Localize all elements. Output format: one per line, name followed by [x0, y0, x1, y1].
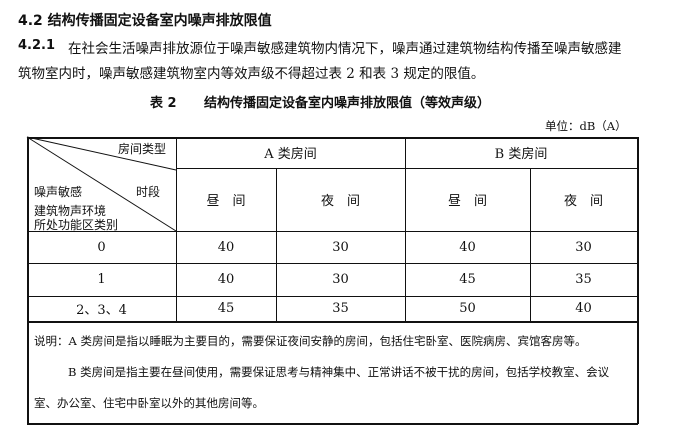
corner-room-type: 房间类型 — [118, 142, 167, 156]
value-cell: 40 — [217, 239, 235, 255]
period-header: 夜 间 — [563, 194, 603, 209]
table-unit: 单位：dB（A） — [545, 119, 627, 133]
zone-cell: 0 — [97, 239, 106, 255]
period-header: 夜 间 — [320, 194, 360, 209]
paragraph-line-1: 在社会生活噪声排放源位于噪声敏感建筑物内情况下，噪声通过建筑物结构传播至噪声敏感… — [68, 41, 622, 57]
table-border-left — [27, 137, 29, 424]
corner-zone-label: 噪声敏感 — [34, 185, 83, 199]
table-rule — [27, 231, 638, 232]
value-cell: 30 — [332, 272, 349, 287]
table-note: 说明：A 类房间是指以睡眠为主要目的，需要保证夜间安静的房间，包括住宅卧室、医院… — [34, 334, 587, 348]
section-title: 4.2 结构传播固定设备室内噪声排放限值 — [18, 13, 272, 29]
value-cell: 30 — [575, 239, 592, 255]
value-cell: 35 — [332, 301, 349, 316]
diagonal-line — [26, 136, 177, 232]
group-header-a: A 类房间 — [264, 147, 317, 162]
corner-zone-label: 所处功能区类别 — [34, 218, 119, 232]
table-rule — [176, 137, 177, 322]
value-cell: 40 — [575, 301, 592, 316]
group-header-b: B 类房间 — [494, 147, 548, 162]
value-cell: 50 — [459, 301, 476, 316]
table-note: 室、办公室、住宅中卧室以外的其他房间等。 — [34, 396, 264, 410]
value-cell: 40 — [217, 272, 235, 287]
paragraph-number: 4.2.1 — [18, 38, 56, 53]
table-caption-title: 结构传播固定设备室内噪声排放限值（等效声级） — [204, 96, 491, 111]
table-rule — [530, 168, 531, 322]
value-cell: 45 — [217, 301, 235, 316]
diagonal-line — [26, 136, 177, 171]
value-cell: 35 — [575, 272, 592, 287]
table-border-top — [27, 137, 638, 139]
corner-zone-label: 建筑物声环境 — [34, 204, 107, 218]
value-cell: 30 — [332, 239, 349, 255]
table-rule — [27, 321, 638, 323]
table-note: B 类房间是指主要在昼间使用，需要保证思考与精神集中、正常讲话不被干扰的房间，包… — [68, 365, 610, 379]
table-rule — [176, 168, 638, 169]
value-cell: 40 — [459, 239, 476, 255]
corner-period: 时段 — [136, 185, 161, 199]
period-header: 昼 间 — [447, 194, 487, 209]
table-rule — [276, 168, 277, 322]
paragraph-line-2: 筑物室内时，噪声敏感建筑物室内等效声级不得超过表 2 和表 3 规定的限值。 — [18, 66, 485, 82]
table-rule — [27, 296, 638, 297]
period-header: 昼 间 — [206, 194, 246, 209]
table-rule — [405, 137, 406, 322]
table-border-right — [637, 137, 639, 424]
table-border-bottom — [27, 423, 638, 425]
zone-cell: 1 — [97, 272, 106, 287]
zone-cell: 2、3、4 — [76, 303, 127, 318]
table-caption-number: 表 2 — [150, 96, 177, 111]
table-rule — [27, 263, 638, 264]
value-cell: 45 — [459, 272, 476, 287]
